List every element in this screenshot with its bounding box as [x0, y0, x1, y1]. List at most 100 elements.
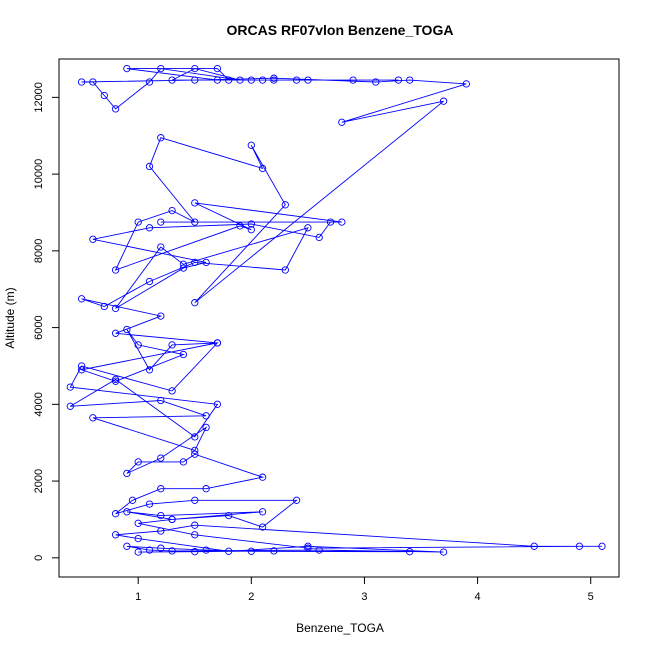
y-tick-label: 2000 [33, 469, 45, 493]
data-point [179, 260, 188, 268]
data-point [123, 469, 131, 478]
data-point [191, 548, 199, 556]
data-point [168, 206, 176, 215]
x-tick-label: 2 [248, 591, 254, 603]
data-point [258, 473, 267, 481]
data-point [111, 531, 120, 539]
data-point [168, 341, 176, 349]
x-axis: 1 2 3 4 5 [135, 576, 594, 603]
data-point [134, 548, 142, 556]
data-point [179, 458, 188, 466]
data-point [315, 546, 323, 554]
data-point [100, 91, 108, 100]
data-point [145, 277, 154, 286]
x-tick-label: 3 [361, 591, 367, 603]
data-point [462, 80, 470, 88]
data-point [304, 544, 312, 552]
x-tick-label: 1 [135, 591, 141, 603]
y-tick-label: 4000 [33, 392, 45, 416]
data-point [157, 454, 165, 462]
data-point [258, 508, 267, 516]
data-point [66, 383, 74, 391]
data-point [111, 266, 120, 274]
data-point [213, 339, 222, 347]
data-point [292, 496, 301, 504]
y-axis-label: Altitude (m) [3, 287, 17, 348]
data-point [247, 220, 255, 228]
data-point [89, 78, 97, 86]
data-point [225, 76, 233, 84]
data-point [157, 64, 165, 73]
data-point [213, 76, 222, 84]
data-point [191, 258, 199, 267]
data-point [304, 224, 312, 232]
data-point [191, 450, 199, 458]
data-point [270, 547, 278, 555]
y-tick-label: 10000 [33, 159, 45, 190]
data-point [145, 546, 154, 554]
data-point [191, 531, 199, 539]
data-point [598, 542, 606, 550]
data-point [111, 377, 120, 385]
data-point [145, 224, 154, 232]
data-point [179, 350, 188, 359]
data-point [168, 515, 176, 524]
data-point [123, 64, 131, 73]
data-point [134, 458, 142, 466]
data-point [394, 76, 403, 84]
data-point [304, 542, 312, 550]
data-point [111, 105, 120, 113]
data-point [270, 76, 278, 84]
data-point [168, 76, 176, 84]
data-point [202, 485, 210, 493]
data-point [77, 295, 86, 303]
data-point [338, 218, 346, 226]
data-point [225, 511, 233, 520]
data-point [247, 547, 255, 555]
data-point [123, 508, 131, 516]
x-tick-label: 5 [588, 591, 594, 603]
y-axis: 0 2000 4000 6000 8000 10000 12000 [33, 82, 60, 561]
data-point [168, 387, 176, 395]
data-point [191, 199, 199, 207]
data-point [304, 76, 312, 84]
data-point [191, 521, 199, 529]
data-point [292, 76, 301, 84]
data-point [281, 201, 289, 209]
data-point [258, 164, 267, 173]
data-point [111, 510, 120, 518]
data-point [100, 302, 108, 311]
data-point [530, 542, 538, 550]
data-point [191, 433, 199, 441]
data-point [191, 76, 199, 84]
data-point [111, 329, 120, 337]
data-point [145, 500, 154, 508]
data-point [281, 266, 289, 274]
data-point [202, 546, 210, 554]
data-point [168, 547, 176, 555]
data-point [270, 74, 278, 82]
y-tick-label: 12000 [33, 82, 45, 113]
data-point [191, 218, 199, 226]
data-point [145, 162, 154, 171]
data-point [179, 264, 188, 272]
data-point [157, 544, 165, 552]
data-point [157, 527, 165, 535]
data-point [157, 511, 165, 520]
data-point [372, 78, 380, 86]
data-point [349, 76, 357, 84]
data-point [575, 542, 584, 550]
data-point [191, 496, 199, 504]
data-point [134, 218, 142, 226]
data-point [89, 414, 97, 422]
data-point [134, 534, 142, 543]
data-point [236, 76, 244, 84]
y-tick-label: 8000 [33, 239, 45, 263]
data-point [123, 542, 131, 550]
data-point [191, 64, 199, 73]
data-point [258, 76, 267, 84]
data-point [247, 226, 255, 234]
data-point [202, 258, 210, 267]
plot-frame [58, 58, 620, 578]
